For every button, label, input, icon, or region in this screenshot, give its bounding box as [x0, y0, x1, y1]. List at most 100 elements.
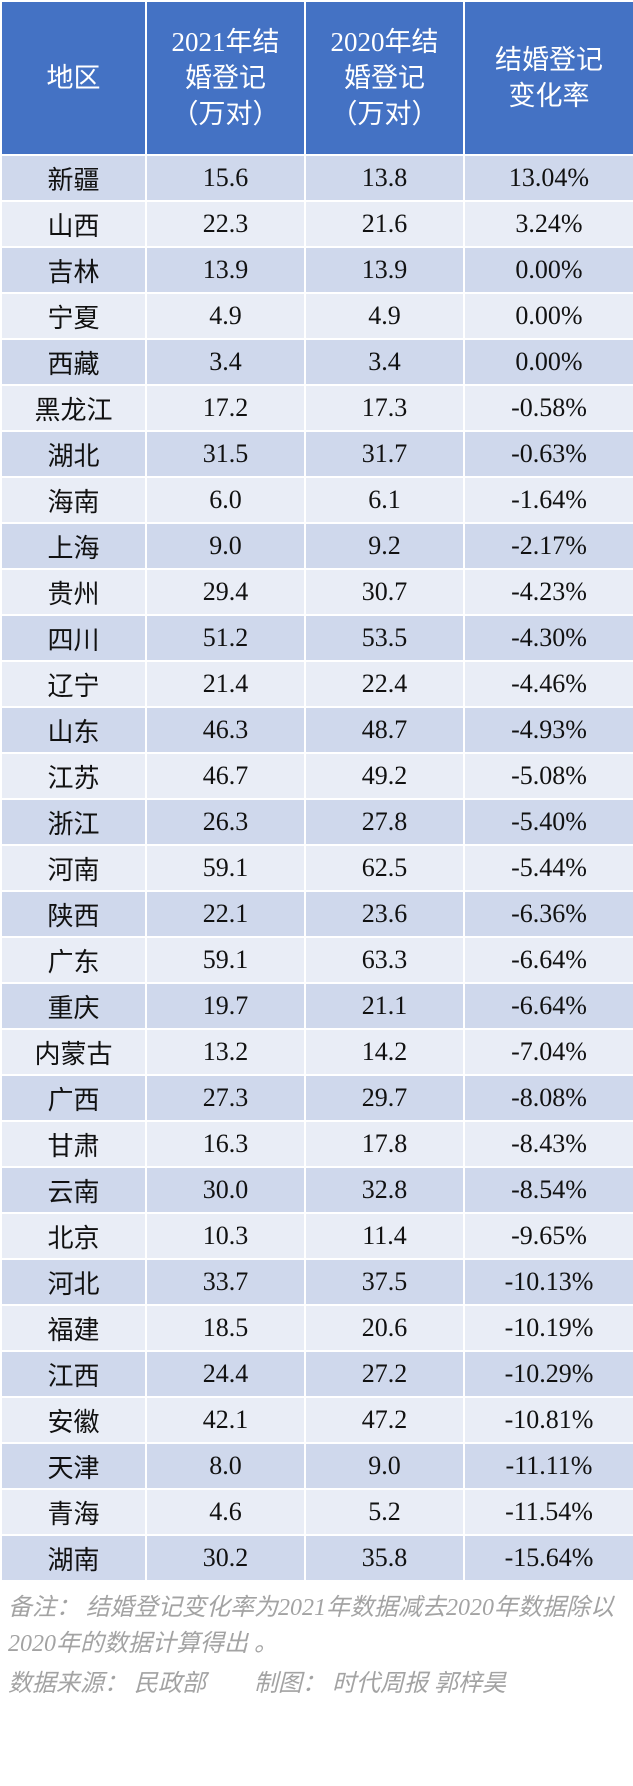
region-cell: 陕西 [0, 890, 147, 938]
value-cell: 5.2 [304, 1488, 465, 1536]
table-row: 上海 9.0 9.2 -2.17% [0, 522, 633, 570]
table-row: 江西 24.4 27.2 -10.29% [0, 1350, 633, 1398]
region-cell: 山西 [0, 200, 147, 248]
value-cell: 4.6 [145, 1488, 306, 1536]
value-cell: 46.7 [145, 752, 306, 800]
table-row: 安徽 42.1 47.2 -10.81% [0, 1396, 633, 1444]
value-cell: 0.00% [463, 246, 633, 294]
table-body: 新疆 15.6 13.8 13.04% 山西 22.3 21.6 3.24% 吉林 13.9 13.… [0, 154, 633, 1582]
table-row: 河北 33.7 37.5 -10.13% [0, 1258, 633, 1306]
value-cell: 32.8 [304, 1166, 465, 1214]
region-cell: 北京 [0, 1212, 147, 1260]
value-cell: -4.46% [463, 660, 633, 708]
value-cell: 9.0 [145, 522, 306, 570]
region-cell: 辽宁 [0, 660, 147, 708]
region-cell: 广东 [0, 936, 147, 984]
header-line: 结婚登记 [495, 45, 603, 75]
table-row: 辽宁 21.4 22.4 -4.46% [0, 660, 633, 708]
header-line: 2020年结 [330, 27, 439, 57]
value-cell: -10.13% [463, 1258, 633, 1306]
header-line: （万对） [171, 99, 280, 129]
region-cell: 上海 [0, 522, 147, 570]
table-row: 海南 6.0 6.1 -1.64% [0, 476, 633, 524]
value-cell: 11.4 [304, 1212, 465, 1260]
header-line: 地区 [46, 63, 101, 93]
value-cell: -5.40% [463, 798, 633, 846]
value-cell: 23.6 [304, 890, 465, 938]
region-cell: 湖南 [0, 1534, 147, 1582]
value-cell: 18.5 [145, 1304, 306, 1352]
value-cell: 27.3 [145, 1074, 306, 1122]
region-cell: 青海 [0, 1488, 147, 1536]
source: 数据来源： 民政部 制图： 时代周报 郭梓昊 [8, 1671, 506, 1697]
header-cell: 2021年结 婚登记 （万对） [145, 0, 306, 156]
table-row: 山西 22.3 21.6 3.24% [0, 200, 633, 248]
header-cell: 结婚登记 变化率 [463, 0, 633, 156]
value-cell: -8.08% [463, 1074, 633, 1122]
table-row: 天津 8.0 9.0 -11.11% [0, 1442, 633, 1490]
value-cell: 21.6 [304, 200, 465, 248]
region-cell: 新疆 [0, 154, 147, 202]
value-cell: -5.08% [463, 752, 633, 800]
region-cell: 西藏 [0, 338, 147, 386]
value-cell: 17.8 [304, 1120, 465, 1168]
value-cell: 13.8 [304, 154, 465, 202]
value-cell: -6.64% [463, 982, 633, 1030]
header-line: 婚登记 [344, 63, 425, 93]
value-cell: -7.04% [463, 1028, 633, 1076]
value-cell: -8.43% [463, 1120, 633, 1168]
table-row: 河南 59.1 62.5 -5.44% [0, 844, 633, 892]
value-cell: 42.1 [145, 1396, 306, 1444]
header-cell: 2020年结 婚登记 （万对） [304, 0, 465, 156]
value-cell: 17.2 [145, 384, 306, 432]
table-row: 新疆 15.6 13.8 13.04% [0, 154, 633, 202]
value-cell: -11.11% [463, 1442, 633, 1490]
value-cell: 3.24% [463, 200, 633, 248]
table-row: 陕西 22.1 23.6 -6.36% [0, 890, 633, 938]
table-row: 湖北 31.5 31.7 -0.63% [0, 430, 633, 478]
value-cell: 13.9 [145, 246, 306, 294]
region-cell: 黑龙江 [0, 384, 147, 432]
table-row: 吉林 13.9 13.9 0.00% [0, 246, 633, 294]
table-row: 湖南 30.2 35.8 -15.64% [0, 1534, 633, 1582]
value-cell: 49.2 [304, 752, 465, 800]
value-cell: -8.54% [463, 1166, 633, 1214]
region-cell: 广西 [0, 1074, 147, 1122]
value-cell: 37.5 [304, 1258, 465, 1306]
value-cell: 3.4 [304, 338, 465, 386]
header-row: 地区 2021年结 婚登记 （万对） 2020年结 婚登记 （万对） 结婚登记 变化率 [0, 0, 633, 156]
table-row: 福建 18.5 20.6 -10.19% [0, 1304, 633, 1352]
value-cell: 59.1 [145, 936, 306, 984]
table-row: 甘肃 16.3 17.8 -8.43% [0, 1120, 633, 1168]
value-cell: 4.9 [145, 292, 306, 340]
value-cell: -10.19% [463, 1304, 633, 1352]
value-cell: 21.1 [304, 982, 465, 1030]
value-cell: 29.7 [304, 1074, 465, 1122]
value-cell: 9.0 [304, 1442, 465, 1490]
table-row: 北京 10.3 11.4 -9.65% [0, 1212, 633, 1260]
value-cell: 13.2 [145, 1028, 306, 1076]
value-cell: 22.4 [304, 660, 465, 708]
table-row: 内蒙古 13.2 14.2 -7.04% [0, 1028, 633, 1076]
value-cell: 3.4 [145, 338, 306, 386]
value-cell: 30.7 [304, 568, 465, 616]
table-row: 四川 51.2 53.5 -4.30% [0, 614, 633, 662]
value-cell: 62.5 [304, 844, 465, 892]
value-cell: 47.2 [304, 1396, 465, 1444]
value-cell: 8.0 [145, 1442, 306, 1490]
value-cell: 33.7 [145, 1258, 306, 1306]
value-cell: 0.00% [463, 292, 633, 340]
value-cell: 19.7 [145, 982, 306, 1030]
value-cell: 21.4 [145, 660, 306, 708]
value-cell: -10.81% [463, 1396, 633, 1444]
table-row: 黑龙江 17.2 17.3 -0.58% [0, 384, 633, 432]
table-row: 山东 46.3 48.7 -4.93% [0, 706, 633, 754]
value-cell: 16.3 [145, 1120, 306, 1168]
value-cell: 14.2 [304, 1028, 465, 1076]
value-cell: 24.4 [145, 1350, 306, 1398]
value-cell: 13.04% [463, 154, 633, 202]
table-row: 西藏 3.4 3.4 0.00% [0, 338, 633, 386]
value-cell: -0.63% [463, 430, 633, 478]
header-line: 婚登记 [185, 63, 266, 93]
